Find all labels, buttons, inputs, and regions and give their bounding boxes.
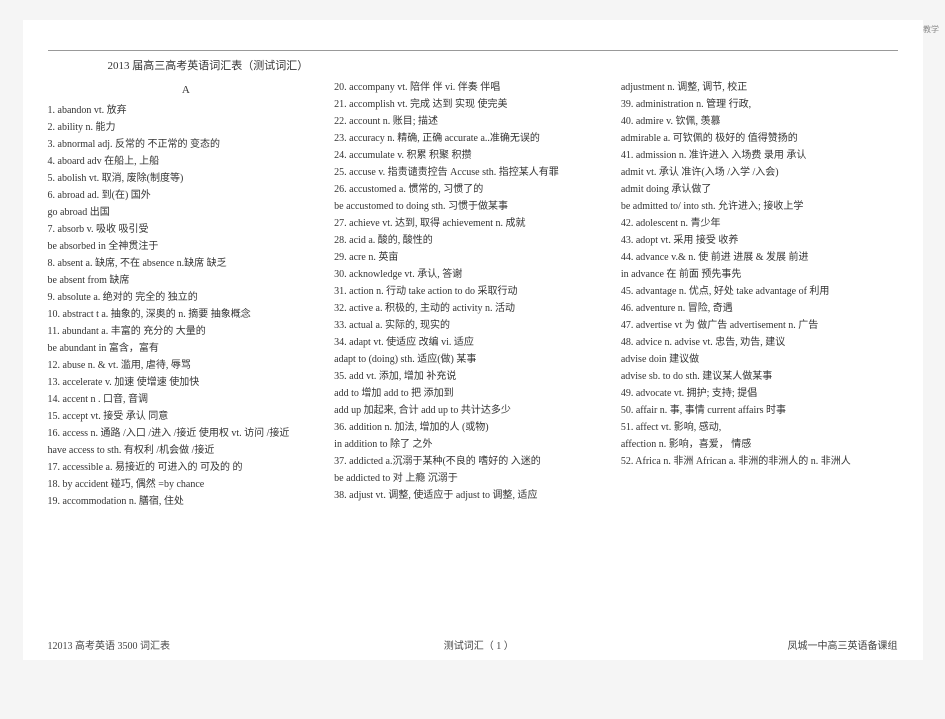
entry: be accustomed to doing sth. 习惯于做某事 [334, 198, 611, 215]
entry: 12. abuse n. & vt. 滥用, 虐待, 辱骂 [48, 357, 325, 374]
entry: 20. accompany vt. 陪伴 伴 vi. 伴奏 伴唱 [334, 79, 611, 96]
entry: 21. accomplish vt. 完成 达到 实现 使完美 [334, 96, 611, 113]
entry: 15. accept vt. 接受 承认 同意 [48, 408, 325, 425]
columns-wrap: A 1. abandon vt. 放弃 2. ability n. 能力 3. … [48, 79, 898, 510]
entry: 14. accent n . 口音, 音调 [48, 391, 325, 408]
entry: 51. affect vt. 影响, 感动, [621, 419, 898, 436]
entry: 10. abstract t a. 抽象的, 深奥的 n. 摘要 抽象概念 [48, 306, 325, 323]
entry: 49. advocate vt. 拥护; 支持; 提倡 [621, 385, 898, 402]
entry: 11. abundant a. 丰富的 充分的 大量的 [48, 323, 325, 340]
entry: admit vt. 承认 准许(入场 /入学 /入会) [621, 164, 898, 181]
entry: admirable a. 可钦佩的 极好的 值得赞扬的 [621, 130, 898, 147]
entry: 36. addition n. 加法, 增加的人 (或物) [334, 419, 611, 436]
entry: be abundant in 富含，富有 [48, 340, 325, 357]
entry: 39. administration n. 管理 行政, [621, 96, 898, 113]
entry: add to 增加 add to 把 添加到 [334, 385, 611, 402]
entry: 5. abolish vt. 取消, 废除(制度等) [48, 170, 325, 187]
entry: 6. abroad ad. 到(在) 国外 [48, 187, 325, 204]
entry: 40. admire v. 钦佩, 羡慕 [621, 113, 898, 130]
entry: 44. advance v.& n. 使 前进 进展 & 发展 前进 [621, 249, 898, 266]
entry: 50. affair n. 事, 事情 current affairs 时事 [621, 402, 898, 419]
footer: 12013 高考英语 3500 词汇表 测试词汇（ 1 ） 凤城一中高三英语备课… [48, 637, 898, 652]
entry: adjustment n. 调整, 调节, 校正 [621, 79, 898, 96]
entry: 42. adolescent n. 青少年 [621, 215, 898, 232]
column-1: A 1. abandon vt. 放弃 2. ability n. 能力 3. … [48, 79, 325, 510]
entry: 45. advantage n. 优点, 好处 take advantage o… [621, 283, 898, 300]
entry: 34. adapt vt. 使适应 改编 vi. 适应 [334, 334, 611, 351]
column-2: 20. accompany vt. 陪伴 伴 vi. 伴奏 伴唱 21. acc… [334, 79, 611, 510]
entry: 33. actual a. 实际的, 现实的 [334, 317, 611, 334]
entry: be admitted to/ into sth. 允许进入; 接收上学 [621, 198, 898, 215]
entry: 35. add vt. 添加, 增加 补充说 [334, 368, 611, 385]
entry: in advance 在 前面 预先事先 [621, 266, 898, 283]
entry: 19. accommodation n. 膳宿, 住处 [48, 493, 325, 510]
entry: 22. account n. 账目; 描述 [334, 113, 611, 130]
document-title: 2013 届高三高考英语词汇表（测试词汇） [108, 57, 898, 73]
entry: 1. abandon vt. 放弃 [48, 102, 325, 119]
entry: 24. accumulate v. 积累 积聚 积攒 [334, 147, 611, 164]
entry: 27. achieve vt. 达到, 取得 achievement n. 成就 [334, 215, 611, 232]
entry: 47. advertise vt 为 做广告 advertisement n. … [621, 317, 898, 334]
entry: adapt to (doing) sth. 适应(做) 某事 [334, 351, 611, 368]
entry: 2. ability n. 能力 [48, 119, 325, 136]
entry: 32. active a. 积极的, 主动的 activity n. 活动 [334, 300, 611, 317]
entry: 26. accustomed a. 惯常的, 习惯了的 [334, 181, 611, 198]
entry: 7. absorb v. 吸收 吸引受 [48, 221, 325, 238]
top-rule [48, 50, 898, 51]
footer-left: 12013 高考英语 3500 词汇表 [48, 637, 171, 652]
entry: advise sb. to do sth. 建议某人做某事 [621, 368, 898, 385]
entry: 3. abnormal adj. 反常的 不正常的 变态的 [48, 136, 325, 153]
entry: 8. absent a. 缺席, 不在 absence n.缺席 缺乏 [48, 255, 325, 272]
entry: be addicted to 对 上瘾 沉溺于 [334, 470, 611, 487]
entry: 17. accessible a. 易接近的 可进入的 可及的 的 [48, 459, 325, 476]
entry: 37. addicted a.沉溺于某种(不良的 嗜好的 入迷的 [334, 453, 611, 470]
entry: 41. admission n. 准许进入 入场费 录用 承认 [621, 147, 898, 164]
entry: 25. accuse v. 指责谴责控告 Accuse sth. 指控某人有罪 [334, 164, 611, 181]
entry: be absorbed in 全神贯注于 [48, 238, 325, 255]
letter-header: A [48, 81, 325, 100]
entry: 16. access n. 通路 /入口 /进入 /接近 使用权 vt. 访问 … [48, 425, 325, 442]
entry: 48. advice n. advise vt. 忠告, 劝告, 建议 [621, 334, 898, 351]
entry: admit doing 承认做了 [621, 181, 898, 198]
entry: 52. Africa n. 非洲 African a. 非洲的非洲人的 n. 非… [621, 453, 898, 470]
footer-right: 凤城一中高三英语备课组 [788, 637, 898, 652]
entry: 23. accuracy n. 精确, 正确 accurate a..准确无误的 [334, 130, 611, 147]
document-page: 2013 届高三高考英语词汇表（测试词汇） A 1. abandon vt. 放… [23, 20, 923, 660]
entry: 46. adventure n. 冒险, 奇遇 [621, 300, 898, 317]
column-3: adjustment n. 调整, 调节, 校正 39. administrat… [621, 79, 898, 510]
entry: 13. accelerate v. 加速 使增速 使加快 [48, 374, 325, 391]
entry: go abroad 出国 [48, 204, 325, 221]
entry: be absent from 缺席 [48, 272, 325, 289]
entry: affection n. 影响，喜爱， 情感 [621, 436, 898, 453]
entry: 30. acknowledge vt. 承认, 答谢 [334, 266, 611, 283]
entry: 4. aboard adv 在船上, 上船 [48, 153, 325, 170]
entry: 9. absolute a. 绝对的 完全的 独立的 [48, 289, 325, 306]
entry: advise doin 建议做 [621, 351, 898, 368]
entry: 38. adjust vt. 调整, 使适应于 adjust to 调整, 适应 [334, 487, 611, 504]
entry: add up 加起来, 合计 add up to 共计达多少 [334, 402, 611, 419]
footer-center: 测试词汇（ 1 ） [444, 637, 514, 652]
entry: 18. by accident 碰巧, 偶然 =by chance [48, 476, 325, 493]
entry: 43. adopt vt. 采用 接受 收养 [621, 232, 898, 249]
entry: 28. acid a. 酸的, 酸性的 [334, 232, 611, 249]
entry: 31. action n. 行动 take action to do 采取行动 [334, 283, 611, 300]
entry: 29. acre n. 英亩 [334, 249, 611, 266]
entry: have access to sth. 有权利 /机会做 /接近 [48, 442, 325, 459]
entry: in addition to 除了 之外 [334, 436, 611, 453]
